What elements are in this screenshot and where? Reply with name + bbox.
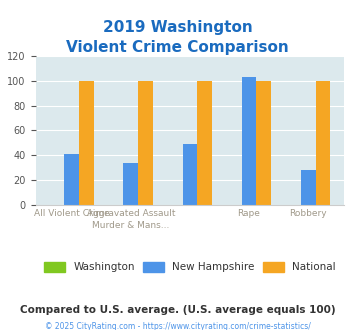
Bar: [79, 81, 94, 205]
Bar: [138, 81, 153, 205]
Bar: [197, 81, 212, 205]
Text: Compared to U.S. average. (U.S. average equals 100): Compared to U.S. average. (U.S. average …: [20, 305, 335, 315]
Bar: [124, 163, 138, 205]
Bar: [64, 154, 79, 205]
Text: Violent Crime Comparison: Violent Crime Comparison: [66, 40, 289, 54]
Bar: [316, 81, 330, 205]
Bar: [256, 81, 271, 205]
Text: 2019 Washington: 2019 Washington: [103, 20, 252, 35]
Bar: [182, 144, 197, 205]
Bar: [301, 170, 316, 205]
Bar: [242, 77, 256, 205]
Legend: Washington, New Hampshire, National: Washington, New Hampshire, National: [40, 258, 340, 277]
Text: © 2025 CityRating.com - https://www.cityrating.com/crime-statistics/: © 2025 CityRating.com - https://www.city…: [45, 322, 310, 330]
